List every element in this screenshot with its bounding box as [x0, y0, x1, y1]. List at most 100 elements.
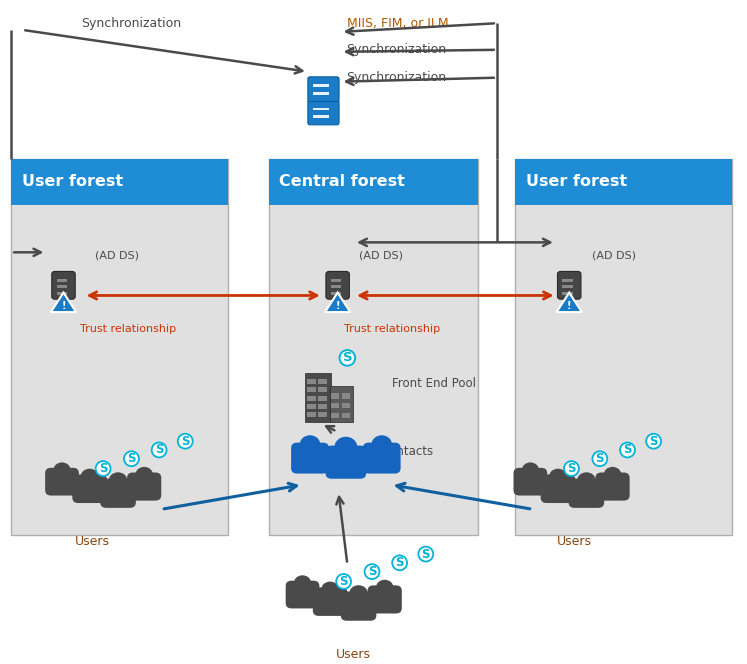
- Circle shape: [53, 462, 71, 477]
- Circle shape: [294, 575, 311, 590]
- FancyBboxPatch shape: [308, 77, 339, 102]
- Bar: [331, 279, 341, 282]
- Text: Central forest: Central forest: [279, 175, 406, 189]
- Circle shape: [549, 469, 567, 485]
- Text: MIIS, FIM, or ILM: MIIS, FIM, or ILM: [347, 17, 448, 30]
- Text: Front End Pool: Front End Pool: [392, 376, 476, 390]
- Circle shape: [604, 467, 622, 483]
- Bar: [330, 386, 353, 422]
- FancyBboxPatch shape: [541, 475, 575, 503]
- Bar: [341, 413, 350, 418]
- FancyBboxPatch shape: [100, 479, 136, 508]
- Bar: [57, 279, 67, 282]
- Polygon shape: [325, 293, 350, 312]
- Bar: [562, 279, 573, 282]
- Text: S: S: [343, 351, 352, 365]
- Circle shape: [577, 472, 596, 489]
- Text: S: S: [421, 548, 430, 560]
- FancyBboxPatch shape: [568, 479, 604, 508]
- Circle shape: [135, 467, 153, 483]
- Circle shape: [108, 472, 128, 489]
- Bar: [318, 387, 327, 392]
- FancyBboxPatch shape: [127, 473, 161, 501]
- Text: S: S: [649, 435, 658, 448]
- Text: Users: Users: [336, 647, 371, 661]
- Bar: [313, 84, 329, 87]
- Bar: [318, 412, 327, 417]
- Text: S: S: [181, 435, 190, 448]
- Text: (AD DS): (AD DS): [359, 250, 403, 261]
- Bar: [306, 396, 316, 400]
- FancyBboxPatch shape: [326, 446, 366, 479]
- Bar: [306, 412, 316, 417]
- Text: Synchronization: Synchronization: [81, 17, 181, 30]
- Text: Trust relationship: Trust relationship: [344, 323, 440, 334]
- FancyBboxPatch shape: [45, 467, 79, 495]
- Text: Synchronization: Synchronization: [347, 71, 447, 84]
- Polygon shape: [51, 293, 76, 312]
- Text: Users: Users: [557, 535, 592, 548]
- Bar: [306, 379, 316, 384]
- Bar: [318, 379, 327, 384]
- Text: Trust relationship: Trust relationship: [80, 323, 176, 334]
- FancyBboxPatch shape: [285, 580, 320, 608]
- Circle shape: [81, 469, 99, 485]
- Circle shape: [300, 436, 320, 454]
- Text: S: S: [155, 444, 164, 456]
- FancyBboxPatch shape: [72, 475, 107, 503]
- Circle shape: [376, 580, 394, 596]
- FancyBboxPatch shape: [52, 272, 75, 299]
- Bar: [11, 159, 228, 205]
- Text: S: S: [623, 444, 632, 456]
- Bar: [313, 108, 329, 110]
- Text: !: !: [567, 301, 571, 311]
- Bar: [331, 285, 341, 288]
- Bar: [318, 396, 327, 400]
- FancyBboxPatch shape: [363, 443, 400, 473]
- Bar: [341, 393, 350, 398]
- FancyBboxPatch shape: [308, 100, 339, 125]
- FancyBboxPatch shape: [326, 272, 350, 299]
- FancyBboxPatch shape: [368, 586, 402, 614]
- Text: S: S: [395, 556, 404, 569]
- Text: Contacts: Contacts: [382, 445, 434, 458]
- FancyBboxPatch shape: [557, 272, 581, 299]
- Bar: [269, 159, 478, 535]
- Bar: [306, 404, 316, 409]
- FancyBboxPatch shape: [513, 467, 548, 495]
- Bar: [515, 159, 732, 205]
- Text: S: S: [567, 462, 576, 475]
- Text: (AD DS): (AD DS): [95, 250, 139, 261]
- Text: (AD DS): (AD DS): [592, 250, 636, 261]
- Bar: [306, 387, 316, 392]
- Bar: [331, 403, 339, 408]
- FancyBboxPatch shape: [291, 443, 329, 473]
- Bar: [313, 116, 329, 118]
- Bar: [313, 92, 329, 95]
- Bar: [562, 285, 573, 288]
- Text: S: S: [127, 452, 136, 465]
- Bar: [57, 291, 67, 295]
- FancyBboxPatch shape: [341, 592, 376, 621]
- Text: S: S: [595, 452, 604, 465]
- Text: !: !: [335, 301, 340, 311]
- Bar: [306, 373, 331, 422]
- Bar: [562, 291, 573, 295]
- Circle shape: [521, 462, 539, 477]
- Text: User forest: User forest: [526, 175, 627, 189]
- Text: Users: Users: [75, 535, 110, 548]
- Bar: [57, 285, 67, 288]
- Circle shape: [321, 582, 339, 598]
- Bar: [331, 393, 339, 398]
- Polygon shape: [557, 293, 582, 312]
- FancyBboxPatch shape: [595, 473, 630, 501]
- Bar: [318, 404, 327, 409]
- Text: S: S: [368, 565, 376, 578]
- Bar: [331, 291, 341, 295]
- Bar: [331, 413, 339, 418]
- Bar: [11, 159, 228, 535]
- Circle shape: [371, 436, 392, 454]
- Circle shape: [349, 585, 368, 602]
- FancyBboxPatch shape: [313, 588, 347, 616]
- Text: !: !: [61, 301, 66, 311]
